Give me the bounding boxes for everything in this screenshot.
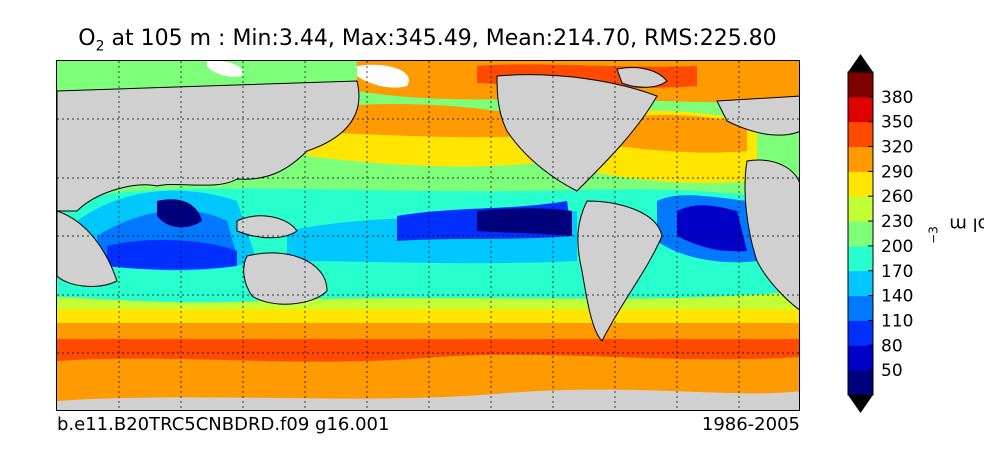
colorbar-tick-label: 320 [881,138,913,158]
colorbar-segment [848,370,873,396]
north-america [496,74,658,192]
colorbar: 50 80 110 140 170 200 230 260 290 320 350 380 [847,54,913,413]
africa-west [744,159,799,311]
colorbar-segment [848,270,873,297]
land-masses [57,67,799,342]
colorbar-segment [848,121,873,148]
colorbar-segment [848,96,873,123]
colorbar-segment [848,171,873,197]
colorbar-segment [848,146,873,172]
arabian-sea-omz [157,199,202,228]
colorbar-tick-label: 260 [881,187,913,207]
map-title: O2 at 105 m : Min:3.44, Max:345.49, Mean… [0,26,855,54]
colorbar-under-arrow [848,395,873,413]
colorbar-tick-label: 230 [881,212,913,232]
colorbar-segment [848,221,873,247]
oxygen-map [57,61,799,410]
colorbar-segment [848,320,873,346]
colorbar-tick-label: 80 [881,336,903,356]
colorbar-segment [848,196,873,222]
map-panel [56,60,800,411]
australia [243,252,328,305]
colorbar-tick-label: 50 [881,361,903,381]
colorbar-tick-label: 110 [881,311,913,331]
antarctica [57,389,799,410]
case-name-label: b.e11.B20TRC5CNBDRD.f09 g16.001 [57,414,390,435]
north-pacific-290 [337,104,527,138]
colorbar-over-arrow [848,54,873,72]
maritime-continent [236,215,298,239]
gridlines [57,61,799,410]
colorbar-ticks: 50 80 110 140 170 200 230 260 290 320 350 380 [868,88,913,381]
colorbar-tick-label: 140 [881,287,913,307]
colorbar-tick-label: 380 [881,88,913,108]
sea-ice [357,64,409,88]
title-species-subscript: 2 [95,38,105,55]
africa-east [57,210,118,287]
unit-label: mmol m [949,213,984,235]
sea-ice-2 [207,61,243,77]
europe [716,95,799,136]
colorbar-segment [848,345,873,371]
colorbar-tick-label: 350 [881,113,913,133]
unit-exponent: −3 [926,226,941,244]
eurasia [57,80,360,212]
colorbar-segments [847,54,874,413]
title-species: O [78,26,96,51]
colorbar-outline [847,71,874,396]
north-atlantic-290 [617,114,747,153]
atlantic-omz [677,205,747,252]
colorbar-segment [848,72,873,98]
colorbar-tick-label: 290 [881,162,913,182]
pacific-omz-core [477,208,572,236]
colorbar-segment [848,295,873,321]
colorbar-tick-label: 170 [881,262,913,282]
indian-band-80 [107,239,237,270]
colorbar-tick-label: 200 [881,237,913,257]
title-stats: at 105 m : Min:3.44, Max:345.49, Mean:21… [104,26,777,51]
colorbar-segment [848,245,873,272]
band-290 [57,323,799,343]
colorbar-unit: mmol m −3 [918,175,984,295]
years-label: 1986-2005 [701,414,800,435]
greenland [616,67,668,88]
